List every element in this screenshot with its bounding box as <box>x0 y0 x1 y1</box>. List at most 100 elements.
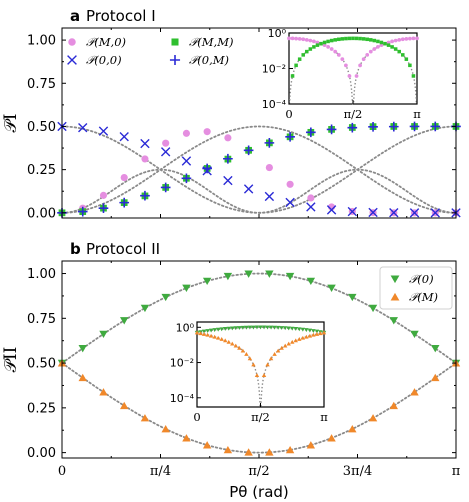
inset-y-tick-label: 10⁻⁴ <box>170 392 195 405</box>
inset-data-point <box>212 328 217 333</box>
inset-data-point <box>215 327 221 332</box>
y-tick-label: 0.00 <box>27 206 56 221</box>
data-point <box>243 184 254 194</box>
legend-marker <box>68 38 76 46</box>
data-point <box>326 124 337 135</box>
inset-data-point <box>347 74 352 78</box>
inset-data-point <box>279 345 284 350</box>
panel-title: Protocol I <box>86 7 156 25</box>
inset-data-point <box>326 45 330 49</box>
data-point <box>243 145 254 156</box>
inset-data-point <box>304 334 309 339</box>
inset-data-point <box>379 43 384 48</box>
x-tick-label: π/4 <box>150 464 171 479</box>
inset-data-point <box>294 63 298 68</box>
data-point <box>181 173 192 184</box>
inset-data-point <box>386 43 391 47</box>
data-point <box>182 434 191 442</box>
inset-x-tick-label: 0 <box>285 107 292 121</box>
x-tick-label: 3π/4 <box>343 464 372 479</box>
inset-data-point <box>311 332 316 337</box>
inset-data-point <box>312 39 316 44</box>
data-point <box>306 277 316 286</box>
inset-data-point <box>244 352 249 356</box>
y-axis-label: 𝒫I <box>1 114 21 133</box>
data-point <box>223 272 233 281</box>
inset-data-point <box>393 38 398 43</box>
data-point <box>285 445 295 454</box>
inset-data-point <box>358 63 362 68</box>
legend: 𝒫(0) 𝒫(M) <box>379 266 453 310</box>
inset-x-tick-label: π <box>413 107 421 121</box>
inset-data-point <box>304 328 309 333</box>
series-0 <box>57 270 461 368</box>
inset-data-point <box>293 338 298 343</box>
inset-data-point <box>322 43 327 48</box>
inset-data-point <box>401 53 405 57</box>
inset-data-point <box>286 341 291 346</box>
inset-x-tick-label: π <box>320 410 328 424</box>
data-point <box>347 206 358 217</box>
y-tick-label: 0.25 <box>27 163 56 178</box>
inset-data-point <box>307 333 313 338</box>
inset-data-point <box>301 53 305 57</box>
inset-data-point <box>393 47 398 51</box>
legend-label: 𝒫(0,M) <box>189 53 229 67</box>
inset-data-point <box>265 325 270 330</box>
data-point <box>410 330 419 339</box>
inset-data-point <box>411 36 416 41</box>
data-point <box>223 175 233 186</box>
inset-data-point <box>223 338 228 343</box>
series-0 <box>58 128 460 217</box>
data-point <box>326 205 337 215</box>
inset-data-point <box>365 37 369 42</box>
inset-data-point <box>329 47 334 51</box>
inset-data-point <box>261 373 267 378</box>
inset-data-point <box>379 40 384 45</box>
inset-data-point <box>326 39 330 44</box>
inset-data-point <box>397 49 401 54</box>
inset-data-point <box>344 36 348 41</box>
inset-data-point <box>201 329 207 334</box>
inset-data-point <box>333 49 338 54</box>
inset-data-point <box>411 74 416 78</box>
legend: 𝒫(M,0) 𝒫(M,M) 𝒫(0,0) 𝒫(0,M) <box>67 35 233 67</box>
inset-data-point <box>297 37 302 41</box>
inset-data-point <box>297 57 302 61</box>
inset-data-point <box>290 326 295 331</box>
inset-data-point <box>233 326 239 331</box>
inset-data-point <box>258 325 263 330</box>
data-point <box>224 134 232 142</box>
inset-data-point <box>307 328 313 333</box>
legend-label: 𝒫(M,0) <box>86 35 126 49</box>
inset-data-point <box>294 36 298 41</box>
inset-data-point <box>340 57 345 62</box>
inset-x-tick-label: π/2 <box>251 410 270 424</box>
inset-frame <box>196 321 325 408</box>
inset-data-point <box>397 37 402 42</box>
legend-marker <box>67 55 77 65</box>
data-point <box>203 128 211 136</box>
panel-title: Protocol II <box>86 240 160 258</box>
inset-data-point <box>268 325 274 330</box>
inset-data-point <box>290 36 295 41</box>
data-point <box>264 191 275 202</box>
inset-frame <box>288 32 418 105</box>
model-curve <box>61 125 457 214</box>
inset-data-point <box>372 47 377 51</box>
inset-data-point <box>300 335 306 340</box>
inset-data-point <box>351 36 355 41</box>
inset-data-point <box>205 332 210 337</box>
legend-label: 𝒫(0,0) <box>86 53 122 67</box>
inset-data-point <box>304 37 309 42</box>
data-point <box>388 121 399 132</box>
inset-data-point <box>279 326 284 330</box>
inset-data-point <box>315 43 320 47</box>
inset-data-point <box>198 331 203 336</box>
inset-data-point <box>244 325 249 330</box>
data-point <box>78 373 87 382</box>
inset-data-point <box>194 330 200 335</box>
legend-marker <box>390 275 400 284</box>
data-point <box>368 121 378 132</box>
data-point <box>327 284 336 293</box>
